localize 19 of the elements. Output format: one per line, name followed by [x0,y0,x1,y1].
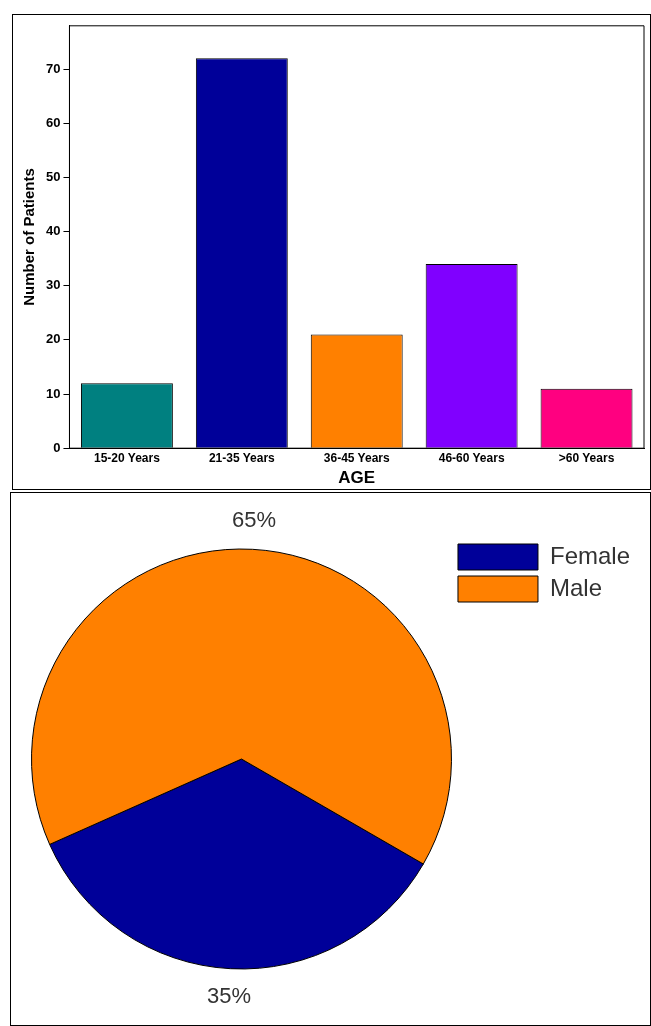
y-tick-label: 50 [45,169,61,185]
x-tick-label: >60 Years [558,450,615,465]
y-tick-label: 30 [45,277,61,293]
legend-label: Male [549,573,602,601]
y-tick-label: 40 [45,223,61,239]
x-tick-label: 21-35 Years [208,450,276,465]
x-tick-label: 46-60 Years [438,450,505,465]
y-tick-label: 10 [45,385,61,401]
x-tick-label: 15-20 Years [93,450,161,465]
x-axis-title: AGE [338,468,376,488]
data-label: 65% [231,507,276,533]
data-label: 35% [207,982,252,1008]
y-tick-label: 70 [45,60,61,76]
x-tick-label: 36-45 Years [323,450,390,465]
y-axis-title: Number of Patients [20,168,38,306]
legend-label: Female [549,541,630,569]
y-tick-label: 60 [45,114,61,130]
y-tick-label: 20 [45,331,61,347]
y-tick-label: 0 [53,439,61,455]
